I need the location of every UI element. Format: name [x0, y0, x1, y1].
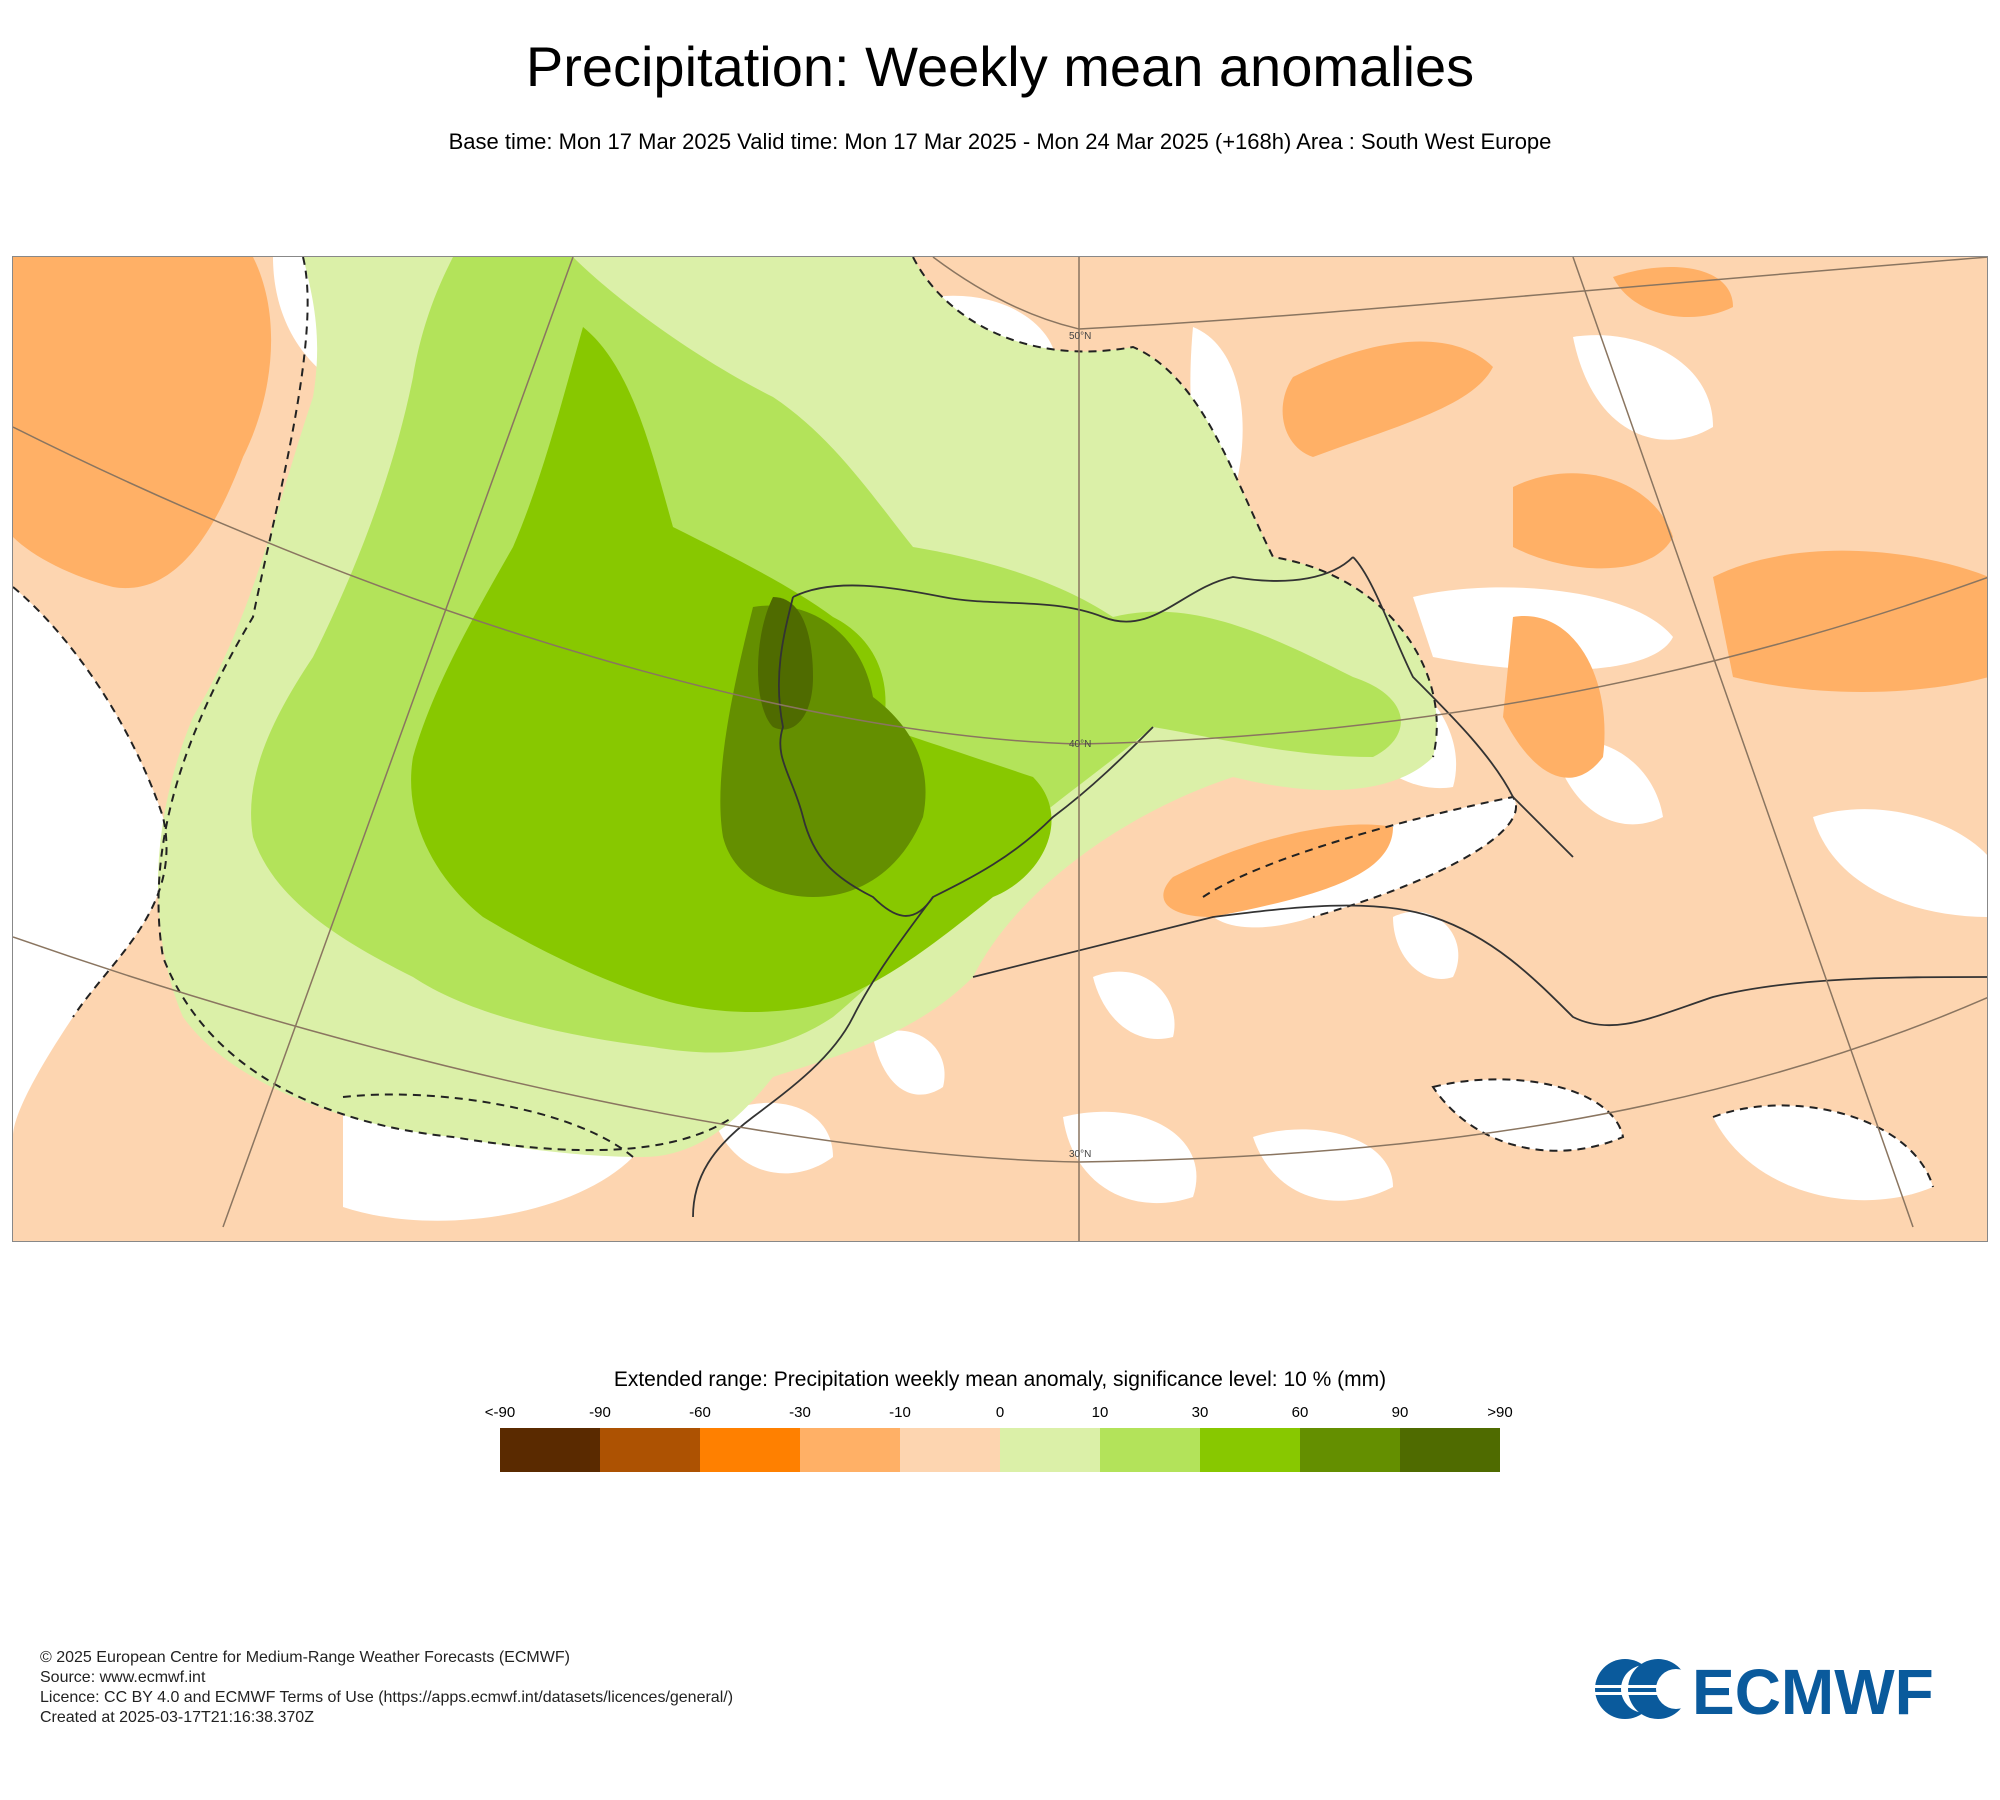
graticule — [13, 257, 1987, 1241]
lat-label-50: 50°N — [1069, 331, 1091, 342]
legend-tick-label: 90 — [1391, 1404, 1409, 1421]
legend-tick-label: -90 — [589, 1404, 611, 1421]
legend-tick-label: 60 — [1291, 1404, 1309, 1421]
legend-tick-label: -30 — [789, 1404, 811, 1421]
legend-swatch — [800, 1428, 900, 1472]
ecmwf-logo-text: ECMWF — [1692, 1656, 1934, 1724]
chart-title: Precipitation: Weekly mean anomalies — [525, 35, 1475, 98]
legend-swatch — [900, 1428, 1000, 1472]
positive-anomaly-gt90 — [758, 597, 813, 730]
legend-swatch — [1400, 1428, 1500, 1472]
negative-anomaly-areas — [13, 257, 1987, 917]
lat-label-40: 40°N — [1069, 739, 1091, 750]
legend-swatch — [700, 1428, 800, 1472]
legend-swatch — [1000, 1428, 1100, 1472]
legend-swatch — [600, 1428, 700, 1472]
footer: © 2025 European Centre for Medium-Range … — [40, 1648, 733, 1728]
legend-tick-label: -60 — [689, 1404, 711, 1421]
legend-swatch — [1100, 1428, 1200, 1472]
legend-swatch — [1300, 1428, 1400, 1472]
legend-tick-label: -10 — [889, 1404, 911, 1421]
lat-label-30: 30°N — [1069, 1149, 1091, 1160]
legend-tick-label: 0 — [995, 1404, 1005, 1421]
ecmwf-logo: ECMWF — [1590, 1656, 1934, 1724]
coastlines — [692, 556, 1987, 1218]
legend-tick-label: <-90 — [484, 1404, 516, 1421]
significance-contours — [13, 257, 1934, 1188]
ecmwf-logo-mark — [1590, 1659, 1696, 1719]
footer-created: Created at 2025-03-17T21:16:38.370Z — [40, 1709, 314, 1726]
legend-tick-label: 30 — [1191, 1404, 1209, 1421]
legend-tick-label: 10 — [1091, 1404, 1109, 1421]
legend-tick-label: >90 — [1487, 1404, 1513, 1421]
anomaly-map: 50°N 40°N 30°N — [12, 256, 1988, 1242]
chart-subtitle: Base time: Mon 17 Mar 2025 Valid time: M… — [448, 129, 1552, 154]
legend-colorbar — [500, 1428, 1500, 1472]
map-canvas: 50°N 40°N 30°N — [13, 257, 1987, 1241]
legend-swatch — [500, 1428, 600, 1472]
footer-copyright: © 2025 European Centre for Medium-Range … — [40, 1649, 570, 1666]
legend-swatch — [1200, 1428, 1300, 1472]
legend-title: Extended range: Precipitation weekly mea… — [613, 1368, 1387, 1391]
footer-licence: Licence: CC BY 4.0 and ECMWF Terms of Us… — [40, 1689, 734, 1706]
lat-labels: 50°N 40°N 30°N — [1069, 331, 1091, 1160]
footer-source: Source: www.ecmwf.int — [40, 1669, 206, 1686]
